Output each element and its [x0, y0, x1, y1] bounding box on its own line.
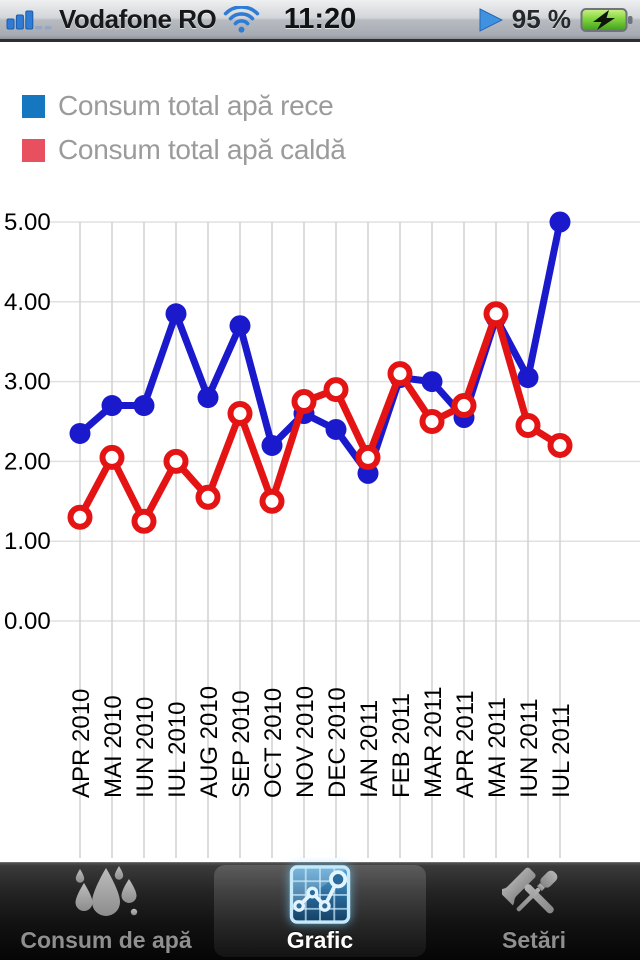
x-tick-label: AUG 2010 — [196, 686, 223, 798]
data-point — [261, 434, 283, 456]
x-tick-label: IUL 2011 — [548, 703, 575, 798]
y-tick-label: 2.00 — [4, 448, 51, 475]
data-point — [133, 395, 155, 417]
tab-label: Setări — [502, 927, 566, 953]
x-tick-label: NOV 2010 — [292, 686, 319, 798]
battery-percent-label: 95 % — [511, 4, 571, 34]
x-tick-label: MAR 2011 — [420, 686, 447, 798]
data-point — [549, 211, 571, 233]
tools-icon — [502, 867, 558, 914]
tab-consum-de-apa[interactable]: Consum de apă — [0, 862, 212, 960]
data-point — [355, 444, 381, 470]
legend-swatch-cold-water — [22, 94, 45, 118]
y-tick-label: 3.00 — [4, 369, 51, 396]
y-tick-label: 0.00 — [4, 608, 51, 635]
data-point — [101, 395, 123, 417]
data-point — [195, 484, 221, 510]
legend-label: Consum total apă rece — [58, 90, 334, 121]
data-point — [517, 367, 539, 389]
legend-item-cold-water: Consum total apă rece — [22, 84, 346, 128]
data-point — [229, 315, 251, 337]
battery-charging-icon — [580, 7, 633, 32]
data-point — [69, 422, 91, 444]
x-tick-label: MAI 2011 — [484, 697, 511, 798]
x-tick-label: OCT 2010 — [260, 688, 287, 798]
data-point — [323, 377, 349, 403]
consumption-line-chart: 5.00 4.00 3.00 2.00 1.00 0.00 APR 2010 MAI 2010… — [4, 209, 640, 858]
signal-strength-icon — [6, 10, 52, 29]
tab-label: Grafic — [286, 927, 354, 953]
data-point — [99, 444, 125, 470]
x-tick-label: APR 2010 — [68, 689, 95, 798]
y-tick-label: 1.00 — [4, 528, 51, 555]
x-tick-label: IUL 2010 — [164, 701, 191, 798]
data-point — [325, 418, 347, 440]
line-chart-icon — [289, 865, 351, 924]
data-point — [291, 389, 317, 415]
x-tick-label: MAI 2010 — [100, 695, 127, 798]
tab-grafic[interactable]: Grafic — [214, 865, 426, 957]
data-point — [547, 432, 573, 458]
status-bar: Vodafone RO 11:20 95 % — [0, 0, 640, 42]
data-point — [163, 448, 189, 474]
tab-label: Consum de apă — [20, 927, 192, 953]
tab-setari[interactable]: Setări — [428, 862, 640, 960]
data-point — [131, 508, 157, 534]
x-tick-label: SEP 2010 — [228, 690, 255, 798]
x-tick-label: IUN 2011 — [516, 698, 543, 798]
y-tick-label: 5.00 — [4, 209, 51, 236]
data-point — [483, 301, 509, 327]
data-point — [421, 371, 443, 393]
x-tick-label: IUN 2010 — [132, 697, 159, 798]
tab-bar: Consum de apă — [0, 862, 640, 960]
series-line — [76, 310, 564, 525]
wifi-icon — [224, 5, 260, 33]
legend-label: Consum total apă caldă — [58, 134, 346, 165]
play-icon — [479, 7, 503, 32]
series-line — [76, 218, 564, 477]
data-point — [67, 504, 93, 530]
data-point — [259, 488, 285, 514]
legend-item-hot-water: Consum total apă caldă — [22, 128, 346, 172]
data-point — [451, 393, 477, 419]
data-point — [197, 387, 219, 409]
data-point — [419, 409, 445, 434]
water-drops-icon — [75, 866, 138, 916]
legend-swatch-hot-water — [22, 138, 45, 162]
x-tick-label: IAN 2011 — [356, 700, 383, 798]
chart-legend: Consum total apă rece Consum total apă c… — [22, 84, 346, 172]
clock-label: 11:20 — [283, 3, 357, 35]
carrier-label: Vodafone RO — [59, 4, 217, 34]
y-tick-label: 4.00 — [4, 289, 51, 316]
data-point — [515, 412, 541, 438]
x-tick-label: FEB 2011 — [388, 693, 415, 798]
x-tick-label: DEC 2010 — [324, 687, 351, 798]
x-tick-label: APR 2011 — [452, 690, 479, 798]
data-point — [165, 303, 187, 325]
data-point — [227, 401, 253, 427]
data-point — [387, 361, 413, 387]
